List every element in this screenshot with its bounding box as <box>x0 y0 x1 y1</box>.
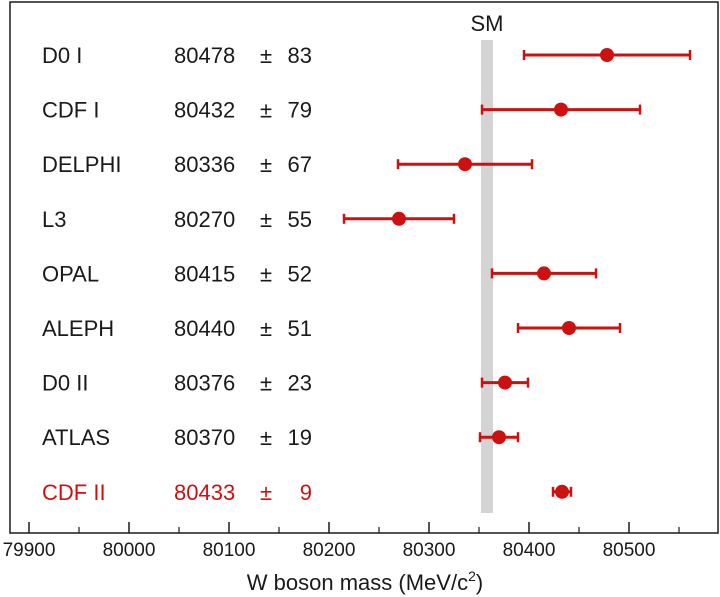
sm-band-label: SM <box>471 11 504 36</box>
measurement-value: 80432 <box>174 98 235 123</box>
measurement-row: L3 80270 ±55 <box>42 207 456 232</box>
measurement-value: 80433 <box>174 480 235 505</box>
measurement-name: D0 II <box>42 371 88 396</box>
data-point <box>498 375 512 390</box>
measurement-row: ATLAS 80370 ±19 <box>42 425 520 450</box>
plus-minus-symbol: ± <box>260 98 272 123</box>
measurement-row: OPAL 80415 ±52 <box>42 261 598 286</box>
measurement-error: 83 <box>288 43 312 68</box>
plot-frame <box>9 1 719 534</box>
measurement-row: D0 I 80478 ±83 <box>42 43 692 68</box>
measurement-name: ATLAS <box>42 425 110 450</box>
plus-minus-symbol: ± <box>260 43 272 68</box>
measurement-error: 23 <box>288 371 312 396</box>
x-axis-label-close: ) <box>476 570 483 595</box>
measurement-value: 80478 <box>174 43 235 68</box>
plus-minus-symbol: ± <box>260 480 272 505</box>
data-point <box>458 157 472 172</box>
x-axis-label: W boson mass (MeV/c2) <box>247 568 483 595</box>
x-tick-label: 80500 <box>603 540 656 561</box>
sm-band: SM <box>471 11 504 513</box>
measurement-value: 80440 <box>174 316 235 341</box>
plus-minus-symbol: ± <box>260 316 272 341</box>
data-point <box>392 211 406 226</box>
plus-minus-symbol: ± <box>260 152 272 177</box>
measurement-row: CDF I 80432 ±79 <box>42 98 642 123</box>
measurement-row: CDF II 80433 ±9 <box>42 480 573 505</box>
measurement-value: 80370 <box>174 425 235 450</box>
plus-minus-symbol: ± <box>260 371 272 396</box>
measurement-value: 80415 <box>174 261 235 286</box>
measurement-name: DELPHI <box>42 152 121 177</box>
measurement-value: 80270 <box>174 207 235 232</box>
data-point <box>492 430 506 445</box>
x-tick-label: 80200 <box>303 540 356 561</box>
plus-minus-symbol: ± <box>260 261 272 286</box>
measurement-name: CDF II <box>42 480 106 505</box>
measurement-row: D0 II 80376 ±23 <box>42 371 530 396</box>
x-tick-label: 80100 <box>203 540 256 561</box>
measurement-error: 52 <box>288 261 312 286</box>
x-tick-label: 80400 <box>503 540 556 561</box>
data-point <box>537 266 551 281</box>
plus-minus-symbol: ± <box>260 425 272 450</box>
measurement-row: DELPHI 80336 ±67 <box>42 152 534 177</box>
measurement-error: 19 <box>288 425 312 450</box>
sm-band-rect <box>481 40 493 513</box>
measurement-error: 79 <box>288 98 312 123</box>
data-point <box>555 484 569 499</box>
measurement-error: 9 <box>300 480 312 505</box>
measurement-row: ALEPH 80440 ±51 <box>42 316 622 341</box>
x-tick-label: 80000 <box>103 540 156 561</box>
measurement-value: 80376 <box>174 371 235 396</box>
data-point <box>554 102 568 117</box>
measurement-error: 55 <box>288 207 312 232</box>
data-point <box>562 321 576 335</box>
measurement-name: L3 <box>42 207 66 232</box>
data-point <box>600 48 614 62</box>
measurement-value: 80336 <box>174 152 235 177</box>
measurement-name: D0 I <box>42 43 82 68</box>
measurement-error: 51 <box>288 316 312 341</box>
x-axis-label-sup: 2 <box>468 568 476 584</box>
measurement-name: ALEPH <box>42 316 114 341</box>
measurement-name: OPAL <box>42 261 99 286</box>
measurement-rows: D0 I 80478 ±83 CDF I 80432 ±79 DELPHI 80336 ±67 L… <box>42 43 692 505</box>
measurement-error: 67 <box>288 152 312 177</box>
plus-minus-symbol: ± <box>260 207 272 232</box>
x-tick-label: 80300 <box>403 540 456 561</box>
x-axis-label-main: W boson mass (MeV/c <box>247 570 468 595</box>
x-tick-label: 79900 <box>3 540 56 561</box>
x-axis: 79900 80000 80100 80200 80300 80400 80500 <box>3 522 680 561</box>
watermark: 知乎 @雪峰的自由之路 <box>522 558 708 579</box>
measurement-name: CDF I <box>42 98 99 123</box>
